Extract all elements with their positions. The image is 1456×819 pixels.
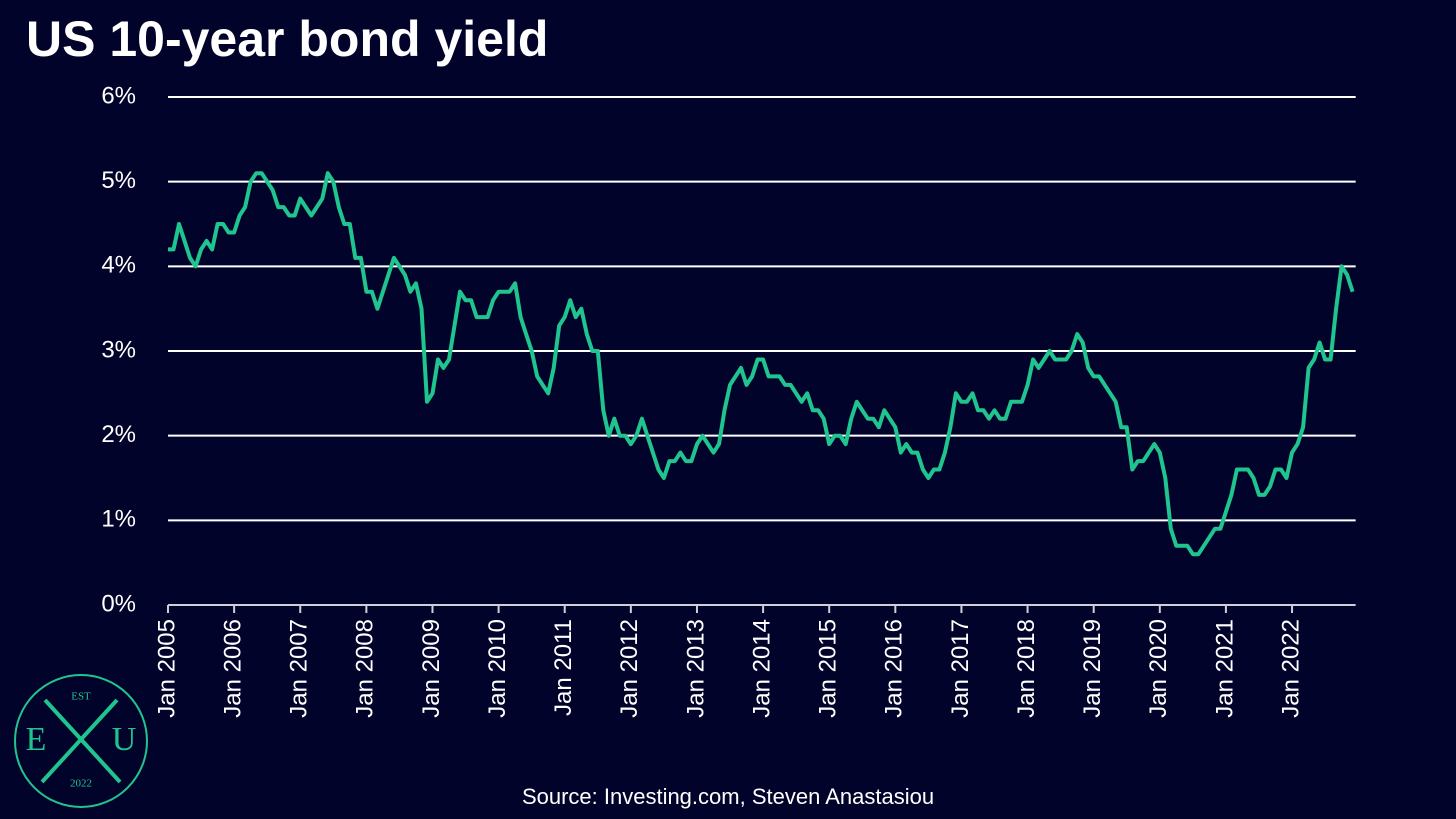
logo-text: U <box>112 721 137 758</box>
x-tick-label: Jan 2010 <box>484 619 511 718</box>
x-tick-label: Jan 2015 <box>815 619 842 718</box>
logo-text: 2022 <box>70 778 92 790</box>
logo-cross <box>43 698 122 784</box>
x-tick-label: Jan 2014 <box>748 619 775 718</box>
x-tick-label: Jan 2005 <box>153 619 180 718</box>
x-tick-label: Jan 2008 <box>352 619 379 718</box>
x-tick-label: Jan 2013 <box>682 619 709 718</box>
x-tick-label: Jan 2012 <box>616 619 643 718</box>
logo-text: E <box>26 721 47 758</box>
x-tick-label: Jan 2018 <box>1013 619 1040 718</box>
logo-cross <box>40 698 119 784</box>
x-tick-label: Jan 2017 <box>947 619 974 718</box>
logo-text: EST <box>71 691 91 703</box>
x-tick-label: Jan 2009 <box>418 619 445 718</box>
x-tick-label: Jan 2020 <box>1145 619 1172 718</box>
x-tick-label: Jan 2022 <box>1277 619 1304 718</box>
yield-line <box>168 171 1355 557</box>
y-tick-label: 4% <box>101 252 136 279</box>
x-tick-label: Jan 2011 <box>550 619 577 716</box>
source: Source: Investing.com, Steven Anastasiou <box>522 784 934 809</box>
x-tick-label: Jan 2021 <box>1211 619 1238 718</box>
y-tick-label: 3% <box>101 336 136 363</box>
x-tick-label: Jan 2019 <box>1079 619 1106 718</box>
chart-title: US 10-year bond yield <box>26 11 548 67</box>
y-tick-label: 1% <box>101 506 136 533</box>
x-tick-label: Jan 2016 <box>881 619 908 718</box>
x-tick-label: Jan 2006 <box>219 619 246 718</box>
y-tick-label: 0% <box>101 590 136 617</box>
y-tick-label: 6% <box>101 82 136 109</box>
y-tick-label: 5% <box>101 167 136 194</box>
logo: EST E U 2022 <box>14 674 148 808</box>
y-tick-label: 2% <box>101 421 136 448</box>
x-tick-label: Jan 2007 <box>286 619 313 718</box>
logo-ring <box>14 674 148 808</box>
